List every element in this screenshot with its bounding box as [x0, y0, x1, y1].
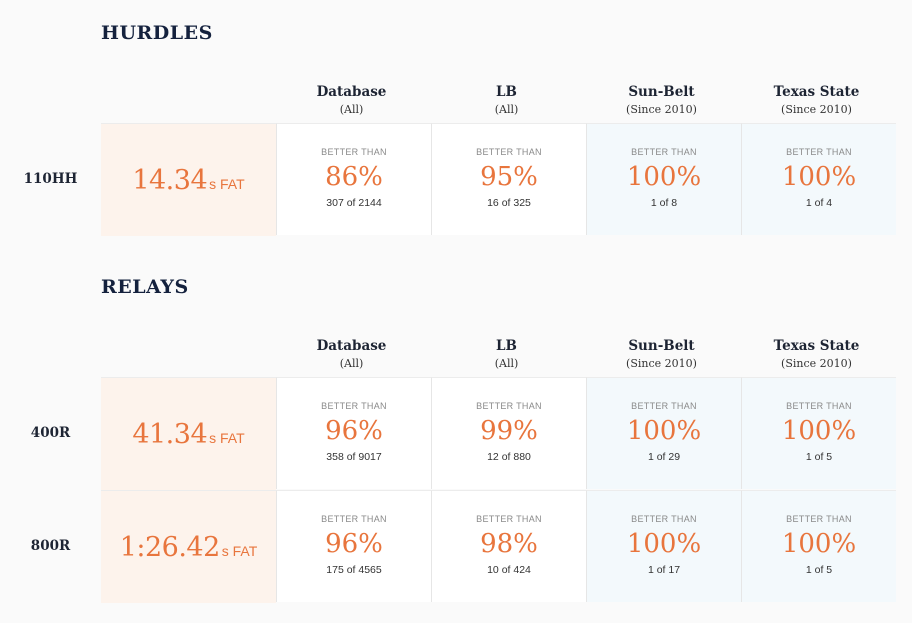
event-label: 800R: [30, 538, 71, 554]
time-cell: 1:26.42 s FAT: [101, 490, 276, 603]
time-value: 41.34: [132, 418, 208, 450]
better-than-label: BETTER THAN: [786, 401, 852, 411]
better-than-label: BETTER THAN: [321, 401, 387, 411]
stat-count: 307 of 2144: [326, 197, 382, 209]
column-sub: (Since 2010): [626, 103, 697, 116]
stat-cell-lb: BETTER THAN 98% 10 of 424: [431, 490, 586, 602]
stat-percent: 100%: [626, 162, 702, 192]
column-header-lb: LB (All): [429, 338, 584, 370]
better-than-label: BETTER THAN: [786, 514, 852, 524]
column-header-sun-belt: Sun-Belt (Since 2010): [584, 338, 739, 370]
stat-cell-sun-belt: BETTER THAN 100% 1 of 8: [586, 123, 741, 235]
time-cell: 14.34 s FAT: [101, 123, 276, 236]
section-title: HURDLES: [101, 22, 213, 44]
column-name: Texas State: [773, 84, 860, 100]
stat-count: 1 of 17: [647, 564, 681, 576]
stat-cell-texas-state: BETTER THAN 100% 1 of 5: [741, 377, 896, 489]
column-name: Sun-Belt: [628, 338, 695, 354]
better-than-label: BETTER THAN: [321, 147, 387, 157]
better-than-label: BETTER THAN: [476, 401, 542, 411]
column-sub: (All): [494, 103, 519, 116]
stat-percent: 98%: [480, 529, 538, 559]
column-name: Database: [316, 84, 387, 100]
better-than-label: BETTER THAN: [786, 147, 852, 157]
column-sub: (All): [339, 357, 364, 370]
column-header-lb: LB (All): [429, 84, 584, 116]
stat-cell-sun-belt: BETTER THAN 100% 1 of 29: [586, 377, 741, 489]
stat-cell-database: BETTER THAN 86% 307 of 2144: [276, 123, 431, 235]
column-sub: (All): [494, 357, 519, 370]
better-than-label: BETTER THAN: [476, 514, 542, 524]
stat-count: 1 of 5: [805, 451, 833, 463]
time-unit: s FAT: [221, 543, 258, 559]
stat-count: 1 of 5: [805, 564, 833, 576]
stat-percent: 96%: [325, 416, 383, 446]
stat-count: 10 of 424: [487, 564, 531, 576]
stat-count: 16 of 325: [487, 197, 531, 209]
stat-percent: 96%: [325, 529, 383, 559]
stat-cell-lb: BETTER THAN 95% 16 of 325: [431, 123, 586, 235]
column-name: Database: [316, 338, 387, 354]
stat-percent: 86%: [325, 162, 383, 192]
table-row-400r: 400R 41.34 s FAT BETTER THAN 96% 358 of …: [0, 377, 912, 490]
stat-count: 1 of 4: [805, 197, 833, 209]
stat-count: 12 of 880: [487, 451, 531, 463]
time-value: 14.34: [132, 164, 208, 196]
table-row-110hh: 110HH 14.34 s FAT BETTER THAN 86% 307 of…: [0, 123, 912, 236]
stat-cell-texas-state: BETTER THAN 100% 1 of 5: [741, 490, 896, 602]
better-than-label: BETTER THAN: [321, 514, 387, 524]
column-header-database: Database (All): [274, 338, 429, 370]
better-than-label: BETTER THAN: [631, 514, 697, 524]
column-sub: (Since 2010): [781, 103, 852, 116]
stat-count: 1 of 8: [650, 197, 678, 209]
time-unit: s FAT: [209, 176, 245, 192]
column-sub: (All): [339, 103, 364, 116]
column-header-texas-state: Texas State (Since 2010): [739, 84, 894, 116]
stat-count: 175 of 4565: [326, 564, 382, 576]
stat-percent: 100%: [781, 529, 857, 559]
stat-cell-texas-state: BETTER THAN 100% 1 of 4: [741, 123, 896, 235]
stat-percent: 100%: [781, 162, 857, 192]
stat-count: 358 of 9017: [326, 451, 382, 463]
stat-cell-database: BETTER THAN 96% 358 of 9017: [276, 377, 431, 489]
stat-cell-database: BETTER THAN 96% 175 of 4565: [276, 490, 431, 602]
section-title: RELAYS: [101, 276, 189, 298]
stat-percent: 99%: [480, 416, 538, 446]
event-label: 110HH: [23, 171, 78, 187]
column-name: LB: [496, 338, 517, 354]
column-header-texas-state: Texas State (Since 2010): [739, 338, 894, 370]
stat-cell-sun-belt: BETTER THAN 100% 1 of 17: [586, 490, 741, 602]
stat-cell-lb: BETTER THAN 99% 12 of 880: [431, 377, 586, 489]
stat-percent: 95%: [480, 162, 538, 192]
column-sub: (Since 2010): [781, 357, 852, 370]
stat-count: 1 of 29: [647, 451, 681, 463]
time-value: 1:26.42: [119, 531, 221, 563]
stat-percent: 100%: [626, 416, 702, 446]
better-than-label: BETTER THAN: [476, 147, 542, 157]
time-unit: s FAT: [209, 430, 245, 446]
event-label: 400R: [30, 425, 71, 441]
stat-percent: 100%: [626, 529, 702, 559]
time-cell: 41.34 s FAT: [101, 377, 276, 490]
column-name: Sun-Belt: [628, 84, 695, 100]
column-name: Texas State: [773, 338, 860, 354]
stat-percent: 100%: [781, 416, 857, 446]
better-than-label: BETTER THAN: [631, 401, 697, 411]
column-header-database: Database (All): [274, 84, 429, 116]
table-row-800r: 800R 1:26.42 s FAT BETTER THAN 96% 175 o…: [0, 490, 912, 603]
better-than-label: BETTER THAN: [631, 147, 697, 157]
column-header-sun-belt: Sun-Belt (Since 2010): [584, 84, 739, 116]
column-name: LB: [496, 84, 517, 100]
column-sub: (Since 2010): [626, 357, 697, 370]
